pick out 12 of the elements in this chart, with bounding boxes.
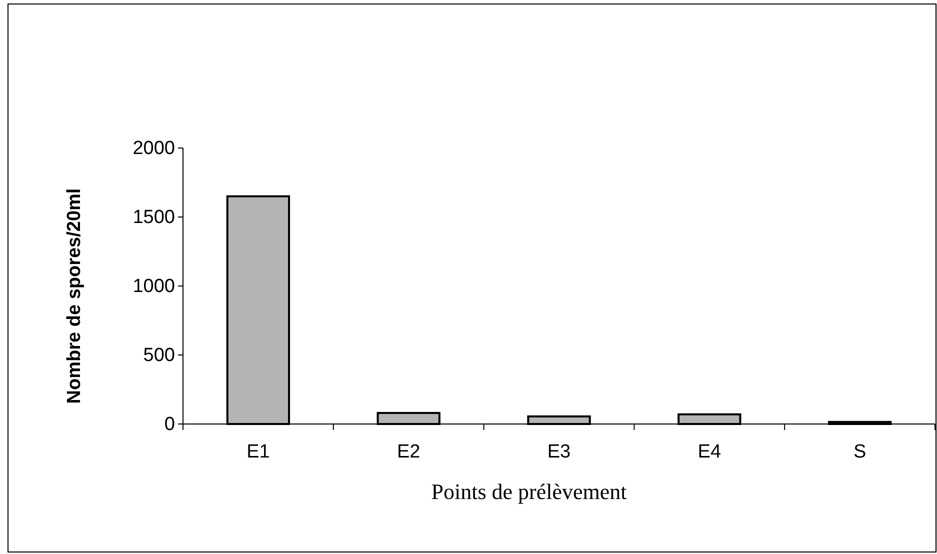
x-tick-label: E2 [396,441,420,462]
y-tick-label: 0 [164,414,175,436]
x-tick-label: S [853,441,866,462]
y-tick-label: 1000 [132,276,175,298]
x-tick-label: E3 [547,441,571,462]
y-tick-label: 2000 [132,138,175,160]
x-tick-label: E1 [246,441,270,462]
x-axis-title: Points de prélèvement [431,479,627,504]
x-tick-label: E4 [698,441,722,462]
y-tick-label: 1500 [132,207,175,228]
y-axis-title: Nombre de spores/20ml [64,188,85,404]
y-tick-label: 500 [143,345,175,366]
